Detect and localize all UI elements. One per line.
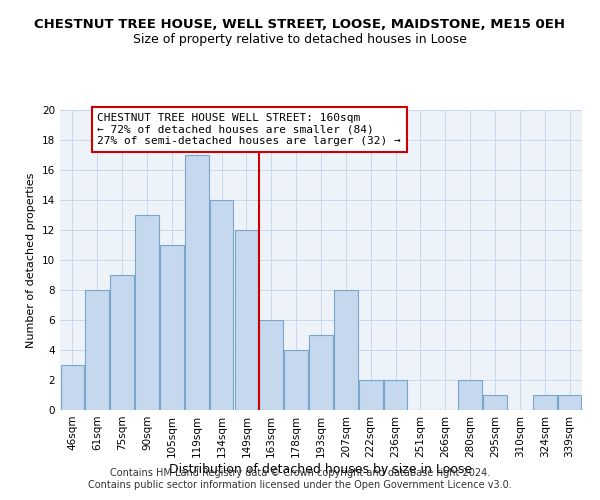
- Bar: [533, 395, 557, 410]
- Bar: [85, 290, 109, 410]
- Bar: [384, 380, 407, 410]
- Bar: [458, 380, 482, 410]
- Text: CHESTNUT TREE HOUSE WELL STREET: 160sqm
← 72% of detached houses are smaller (84: CHESTNUT TREE HOUSE WELL STREET: 160sqm …: [97, 113, 401, 146]
- Bar: [259, 320, 283, 410]
- Text: Contains HM Land Registry data © Crown copyright and database right 2024.: Contains HM Land Registry data © Crown c…: [110, 468, 490, 477]
- Bar: [284, 350, 308, 410]
- Text: CHESTNUT TREE HOUSE, WELL STREET, LOOSE, MAIDSTONE, ME15 0EH: CHESTNUT TREE HOUSE, WELL STREET, LOOSE,…: [35, 18, 566, 30]
- Bar: [359, 380, 383, 410]
- Bar: [185, 155, 209, 410]
- Text: Contains public sector information licensed under the Open Government Licence v3: Contains public sector information licen…: [88, 480, 512, 490]
- Bar: [309, 335, 333, 410]
- Bar: [483, 395, 507, 410]
- Bar: [210, 200, 233, 410]
- Bar: [558, 395, 581, 410]
- Y-axis label: Number of detached properties: Number of detached properties: [26, 172, 37, 348]
- Bar: [135, 215, 159, 410]
- X-axis label: Distribution of detached houses by size in Loose: Distribution of detached houses by size …: [169, 462, 473, 475]
- Bar: [110, 275, 134, 410]
- Bar: [61, 365, 84, 410]
- Bar: [334, 290, 358, 410]
- Bar: [235, 230, 258, 410]
- Bar: [160, 245, 184, 410]
- Text: Size of property relative to detached houses in Loose: Size of property relative to detached ho…: [133, 32, 467, 46]
